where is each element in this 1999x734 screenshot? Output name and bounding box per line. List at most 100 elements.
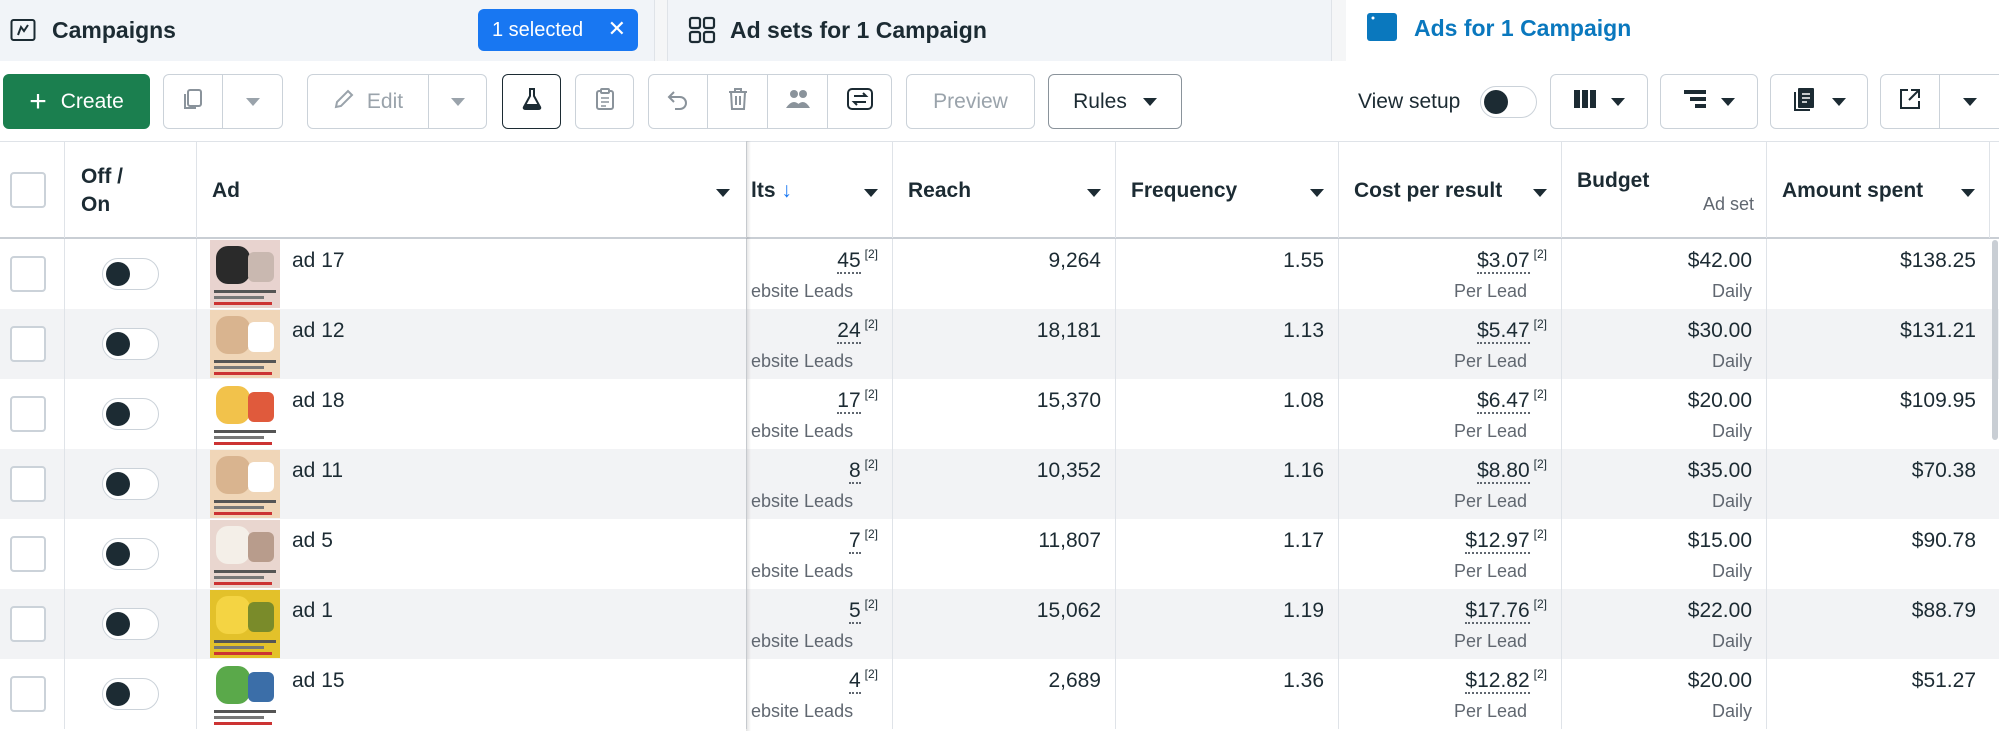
amount-spent-value: $88.79 (1911, 599, 1976, 622)
ad-name[interactable]: ad 15 (292, 669, 345, 692)
ad-name[interactable]: ad 12 (292, 319, 345, 342)
ad-thumbnail[interactable] (210, 520, 280, 588)
row-checkbox[interactable] (10, 466, 46, 502)
edit-menu-button[interactable] (429, 74, 487, 129)
create-button[interactable]: + Create (3, 74, 150, 129)
rules-button[interactable]: Rules (1048, 74, 1182, 129)
row-checkbox[interactable] (10, 606, 46, 642)
toggle-knob (106, 612, 130, 636)
delete-button[interactable] (708, 74, 768, 129)
ad-name[interactable]: ad 18 (292, 389, 345, 412)
row-checkbox[interactable] (10, 326, 46, 362)
ab-test-button[interactable] (502, 74, 561, 129)
ad-on-off-toggle[interactable] (102, 468, 159, 500)
ad-name[interactable]: ad 1 (292, 599, 333, 622)
ad-name[interactable]: ad 17 (292, 249, 345, 272)
table-row[interactable]: ad 5 7 [2] ebsite Leads 11,807 1.17 $12.9… (0, 519, 1999, 589)
header-budget[interactable]: Budget Ad set (1562, 142, 1767, 238)
ad-name[interactable]: ad 11 (292, 459, 343, 482)
edit-button[interactable]: Edit (307, 74, 429, 129)
duplicate-button[interactable] (163, 74, 223, 129)
results-value: 17 [2] (837, 387, 878, 414)
row-checkbox[interactable] (10, 396, 46, 432)
header-ad[interactable]: Ad (197, 142, 747, 238)
tab-campaigns-label: Campaigns (52, 17, 176, 43)
export-button[interactable] (1880, 74, 1940, 129)
swap-button[interactable] (828, 74, 892, 129)
row-budget-cell: $22.00 Daily (1562, 589, 1767, 659)
row-checkbox[interactable] (10, 536, 46, 572)
budget-value[interactable]: $35.00 (1687, 459, 1752, 482)
ad-thumbnail[interactable] (210, 240, 280, 308)
row-toggle-cell (65, 239, 197, 309)
ad-thumbnail[interactable] (210, 590, 280, 658)
tab-ads[interactable]: Ads for 1 Campaign (1346, 0, 1999, 62)
table-row[interactable]: ad 11 8 [2] ebsite Leads 10,352 1.16 $8.8… (0, 449, 1999, 519)
results-value: 8 [2] (848, 457, 878, 484)
ad-thumbnail[interactable] (210, 660, 280, 728)
row-spent-cell: $88.79 (1767, 589, 1990, 659)
tab-campaigns[interactable]: Campaigns 1 selected ✕ (0, 0, 655, 61)
header-amount-spent[interactable]: Amount spent (1767, 142, 1990, 238)
selected-count-chip[interactable]: 1 selected ✕ (478, 9, 638, 51)
budget-value[interactable]: $20.00 (1687, 669, 1752, 692)
results-value: 45 [2] (837, 247, 878, 274)
cost-value: $12.82 [2] (1465, 667, 1547, 694)
cost-type: Per Lead (1453, 701, 1527, 721)
budget-value[interactable]: $15.00 (1687, 529, 1752, 552)
budget-value[interactable]: $42.00 (1687, 249, 1752, 272)
breakdown-button[interactable] (1660, 74, 1758, 129)
header-cost-per-result[interactable]: Cost per result (1339, 142, 1562, 238)
toolbar: + Create Edit (0, 62, 1999, 142)
export-menu-button[interactable] (1940, 74, 1999, 129)
tab-adsets[interactable]: Ad sets for 1 Campaign (667, 0, 1332, 61)
tab-adsets-label: Ad sets for 1 Campaign (730, 17, 987, 43)
header-reach[interactable]: Reach (893, 142, 1116, 238)
ad-on-off-toggle[interactable] (102, 608, 159, 640)
ad-on-off-toggle[interactable] (102, 538, 159, 570)
select-all-checkbox[interactable] (10, 172, 46, 208)
ad-on-off-toggle[interactable] (102, 328, 159, 360)
row-checkbox[interactable] (10, 676, 46, 712)
close-icon[interactable]: ✕ (607, 16, 626, 41)
ad-on-off-toggle[interactable] (102, 258, 159, 290)
budget-value[interactable]: $22.00 (1687, 599, 1752, 622)
vertical-scrollbar[interactable] (1992, 240, 1998, 440)
table-row[interactable]: ad 15 4 [2] ebsite Leads 2,689 1.36 $12.8… (0, 659, 1999, 729)
table-row[interactable]: ad 12 24 [2] ebsite Leads 18,181 1.13 $5.… (0, 309, 1999, 379)
ad-thumbnail[interactable] (210, 310, 280, 378)
chevron-down-icon (1721, 97, 1735, 106)
row-ad-cell: ad 1 (197, 589, 747, 659)
budget-value[interactable]: $30.00 (1687, 319, 1752, 342)
budget-value[interactable]: $20.00 (1687, 389, 1752, 412)
plus-icon: + (29, 84, 47, 118)
header-ad-label: Ad (212, 179, 240, 202)
toggle-knob (106, 472, 130, 496)
row-reach-cell: 10,352 (893, 449, 1116, 519)
duplicate-menu-button[interactable] (223, 74, 283, 129)
ad-thumbnail[interactable] (210, 380, 280, 448)
audience-button[interactable] (768, 74, 828, 129)
ad-thumbnail[interactable] (210, 450, 280, 518)
header-results[interactable]: lts ↓ (751, 142, 893, 238)
clipboard-button[interactable] (575, 74, 634, 129)
row-frequency-cell: 1.55 (1116, 239, 1339, 309)
reports-icon (1792, 87, 1818, 117)
view-setup-toggle[interactable] (1480, 86, 1537, 118)
chevron-down-icon (450, 97, 465, 106)
ad-name[interactable]: ad 5 (292, 529, 333, 552)
reports-button[interactable] (1770, 74, 1868, 129)
header-frequency[interactable]: Frequency (1116, 142, 1339, 238)
preview-button[interactable]: Preview (906, 74, 1035, 129)
ad-on-off-toggle[interactable] (102, 398, 159, 430)
undo-button[interactable] (648, 74, 708, 129)
table-row[interactable]: ad 1 5 [2] ebsite Leads 15,062 1.19 $17.7… (0, 589, 1999, 659)
table-row[interactable]: ad 18 17 [2] ebsite Leads 15,370 1.08 $6.… (0, 379, 1999, 449)
row-results-cell: 45 [2] ebsite Leads (751, 239, 893, 309)
people-icon (785, 88, 811, 116)
table-row[interactable]: ad 17 45 [2] ebsite Leads 9,264 1.55 $3.0… (0, 239, 1999, 309)
columns-button[interactable] (1550, 74, 1648, 129)
row-spent-cell: $131.21 (1767, 309, 1990, 379)
row-checkbox[interactable] (10, 256, 46, 292)
ad-on-off-toggle[interactable] (102, 678, 159, 710)
